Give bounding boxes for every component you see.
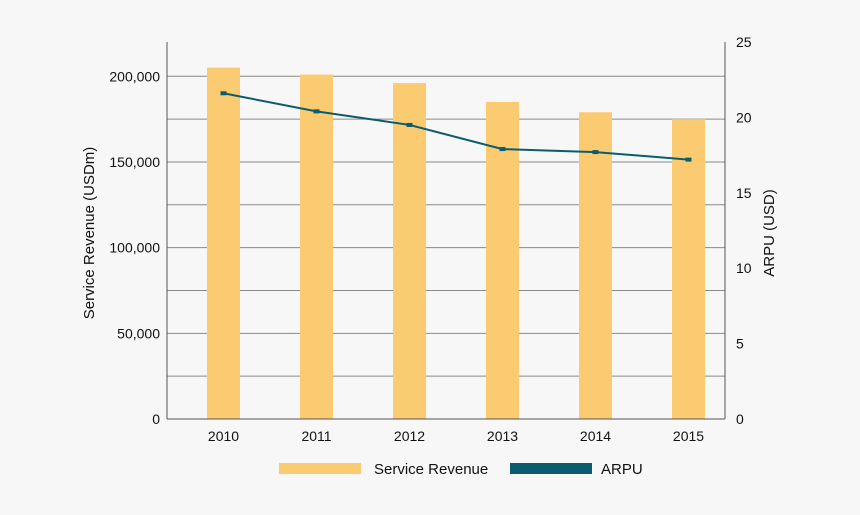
arpu-point-2012 bbox=[406, 122, 413, 127]
right-tick-label: 15 bbox=[736, 185, 752, 201]
x-tick-label: 2010 bbox=[208, 428, 239, 444]
bar-2012 bbox=[393, 83, 426, 420]
x-axis-ticks: 2010 2011 2012 2013 2014 2015 bbox=[208, 428, 704, 444]
right-axis-ticks: 0 5 10 15 20 25 bbox=[736, 34, 752, 427]
left-tick-label: 50,000 bbox=[117, 325, 160, 341]
arpu-line-group bbox=[220, 91, 692, 162]
right-tick-label: 0 bbox=[736, 411, 744, 427]
revenue-bars bbox=[207, 67, 705, 420]
legend-label-arpu: ARPU bbox=[601, 461, 643, 478]
legend-swatch-revenue bbox=[279, 463, 361, 474]
legend-swatch-arpu bbox=[510, 463, 592, 474]
bar-2014 bbox=[579, 112, 612, 419]
arpu-point-2011 bbox=[313, 109, 320, 114]
axes bbox=[166, 42, 726, 420]
arpu-line bbox=[223, 92, 689, 161]
gridlines bbox=[167, 75, 725, 377]
right-tick-label: 5 bbox=[736, 336, 744, 352]
left-tick-label: 200,000 bbox=[109, 68, 160, 84]
x-tick-label: 2011 bbox=[301, 428, 331, 444]
legend-label-revenue: Service Revenue bbox=[374, 461, 488, 478]
x-tick-label: 2012 bbox=[394, 428, 425, 444]
legend: Service Revenue ARPU bbox=[279, 461, 643, 478]
right-tick-label: 25 bbox=[736, 34, 752, 50]
arpu-point-2013 bbox=[499, 147, 506, 152]
right-axis-title: ARPU (USD) bbox=[761, 189, 778, 277]
left-axis-ticks: 0 50,000 100,000 150,000 200,000 bbox=[109, 68, 160, 427]
bar-2011 bbox=[300, 74, 333, 420]
left-tick-label: 0 bbox=[152, 411, 160, 427]
arpu-point-2015 bbox=[685, 157, 692, 162]
bar-2010 bbox=[207, 67, 240, 420]
x-tick-label: 2013 bbox=[487, 428, 518, 444]
arpu-point-2014 bbox=[592, 150, 599, 155]
x-tick-label: 2014 bbox=[580, 428, 611, 444]
bar-2015 bbox=[672, 119, 705, 419]
x-tick-label: 2015 bbox=[673, 428, 704, 444]
left-axis-title: Service Revenue (USDm) bbox=[81, 147, 98, 320]
arpu-point-2010 bbox=[220, 91, 227, 96]
left-tick-label: 150,000 bbox=[109, 154, 160, 170]
left-tick-label: 100,000 bbox=[109, 240, 160, 256]
bar-2013 bbox=[486, 101, 519, 420]
right-tick-label: 10 bbox=[736, 260, 752, 276]
right-tick-label: 20 bbox=[736, 109, 752, 125]
